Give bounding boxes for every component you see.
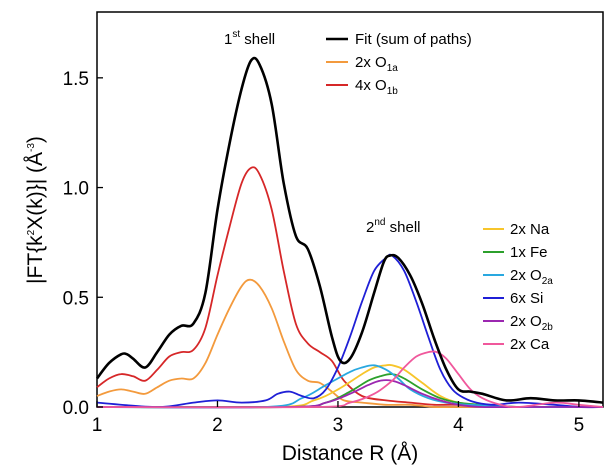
legend-label-4: 1x Fe	[510, 244, 548, 261]
legend-label-0: Fit (sum of paths)	[355, 31, 472, 48]
legend-label-2: 4x O1b	[355, 77, 398, 97]
legend: Fit (sum of paths) 2x O1a 4x O1b 2x Na 1x Fe…	[326, 31, 553, 353]
series-line-8	[96, 350, 604, 409]
y-tick-label: 1.5	[63, 69, 89, 90]
series-line-2	[96, 166, 603, 409]
series-line-1	[96, 278, 603, 409]
series-line-5	[96, 364, 603, 409]
y-tick-label: 0.5	[63, 288, 89, 309]
legend-label-7: 2x O2b	[510, 313, 553, 333]
y-axis-title: |FT{k2X(k)}| (Å-3)	[24, 136, 47, 284]
x-tick-label: 1	[92, 415, 103, 436]
ticks-layer: 1 2 3 4 5 0.0 0.5 1.0 1.5	[63, 69, 585, 436]
x-axis-title: Distance R (Å)	[282, 442, 419, 465]
legend-label-8: 2x Ca	[510, 336, 550, 353]
series-line-0	[95, 56, 604, 404]
annotation-first-shell: 1st shell	[224, 29, 275, 48]
legend-label-3: 2x Na	[510, 221, 550, 238]
annotation-second-shell: 2nd shell	[366, 217, 421, 236]
y-tick-label: 0.0	[63, 398, 89, 419]
series-line-6	[96, 253, 604, 409]
legend-label-1: 2x O1a	[355, 54, 398, 74]
y-tick-label: 1.0	[63, 179, 89, 200]
x-tick-label: 3	[333, 415, 344, 436]
series-line-7	[96, 379, 603, 409]
legend-label-5: 2x O2a	[510, 267, 553, 287]
x-tick-label: 2	[212, 415, 223, 436]
series-layer	[95, 56, 604, 409]
plot-frame	[96, 11, 604, 408]
x-tick-label: 5	[574, 415, 585, 436]
x-tick-label: 4	[453, 415, 464, 436]
legend-label-6: 6x Si	[510, 290, 543, 307]
